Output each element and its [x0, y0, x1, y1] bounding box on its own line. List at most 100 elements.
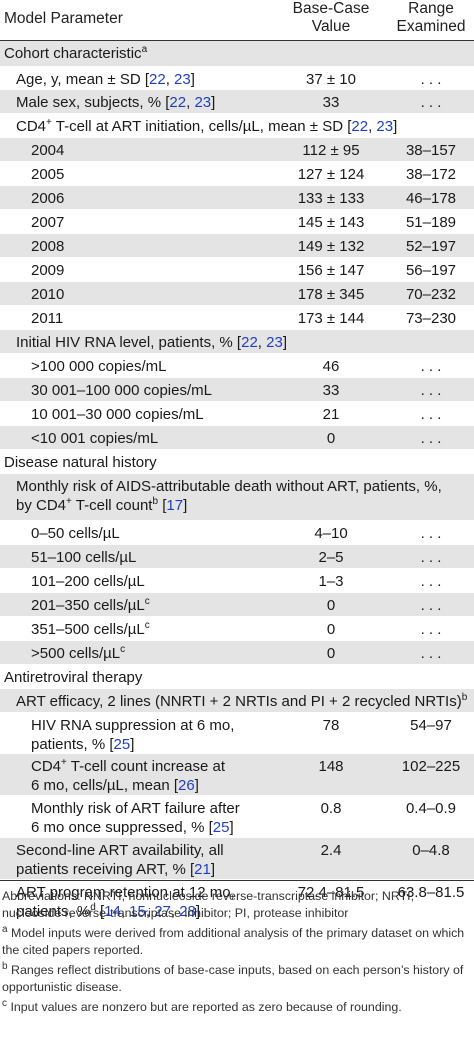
table-row: HIV RNA suppression at 6 mo, patients, % …	[0, 713, 474, 754]
table-row: 2007 145 ± 143 51–189	[0, 210, 474, 234]
row-label: Initial HIV RNA level, patients, % [22, …	[16, 334, 287, 351]
header-base-case-line2: Value	[311, 18, 351, 35]
row-label: 0–50 cells/µL	[31, 525, 120, 542]
table-row: Age, y, mean ± SD [22, 23] 37 ± 10 . . .	[0, 67, 474, 90]
range-examined-value: 102–225	[401, 758, 461, 775]
table-row: CD4+ T-cell at ART initiation, cells/µL,…	[0, 114, 474, 138]
row-label: Cohort characteristica	[4, 44, 148, 63]
citation-link[interactable]: 23	[194, 94, 212, 111]
base-case-value: 21	[322, 406, 340, 423]
table-row: Disease natural history	[0, 450, 474, 474]
range-examined-value: 51–189	[405, 214, 457, 231]
citation-link[interactable]: 23	[174, 71, 191, 88]
header-range-examined: Range Examined	[388, 0, 474, 36]
row-label: Male sex, subjects, % [22, 23]	[16, 94, 216, 111]
footnote-marker: c	[144, 620, 150, 631]
table-footnotes: Abbreviations: NNRTI, nonnucleoside reve…	[2, 888, 474, 1019]
row-label: 351–500 cells/µLc	[31, 620, 150, 639]
citation-link[interactable]: 21	[194, 861, 211, 878]
footnote-marker: b	[152, 496, 159, 507]
footnote-marker: c	[144, 596, 150, 607]
table-row: 2004 112 ± 95 38–157	[0, 138, 474, 162]
citation-link[interactable]: 27	[154, 903, 171, 920]
citation-link[interactable]: 23	[266, 334, 283, 351]
citation-link[interactable]: 14	[104, 903, 121, 920]
row-label: 51–100 cells/µL	[31, 549, 137, 566]
footnote-marker: b	[2, 960, 8, 972]
citation-link[interactable]: 23	[376, 118, 394, 135]
citation-link[interactable]: 17	[166, 497, 184, 514]
base-case-value: 37 ± 10	[306, 71, 356, 88]
table-header: Model Parameter Base-Case Value Range Ex…	[0, 0, 474, 40]
footnote-marker: +	[61, 757, 67, 768]
row-label: <10 001 copies/mL	[31, 430, 159, 447]
base-case-value: 173 ± 144	[297, 310, 365, 327]
row-label: 10 001–30 000 copies/mL	[31, 406, 204, 423]
range-examined-value: . . .	[420, 525, 442, 542]
row-label: 2011	[31, 310, 64, 327]
row-label: 101–200 cells/µL	[31, 573, 145, 590]
table-row: Cohort characteristica	[0, 41, 474, 67]
table-row: 2010 178 ± 345 70–232	[0, 282, 474, 306]
citation-link[interactable]: 26	[178, 777, 195, 794]
header-range-line1: Range	[408, 0, 454, 17]
base-case-value: 112 ± 95	[302, 142, 360, 159]
table-row: 51–100 cells/µL 2–5 . . .	[0, 545, 474, 569]
citation-link[interactable]: 25	[212, 819, 230, 836]
range-examined-value: 54–97	[410, 717, 452, 734]
header-range-line2: Examined	[396, 18, 466, 35]
citation-link[interactable]: 15	[129, 903, 146, 920]
table-bottom-rule	[0, 880, 474, 881]
row-label: ART efficacy, 2 lines (NNRTI + 2 NRTIs a…	[16, 692, 468, 711]
table-row: 2008 149 ± 132 52–197	[0, 234, 474, 258]
range-examined-value: 56–197	[405, 262, 457, 279]
row-label: 2010	[31, 286, 65, 303]
base-case-value: 0.8	[320, 800, 342, 817]
citation-link[interactable]: 22	[351, 118, 369, 135]
table-row: 10 001–30 000 copies/mL 21 . . .	[0, 402, 474, 426]
table-row: Male sex, subjects, % [22, 23] 33 . . .	[0, 90, 474, 114]
base-case-value: 133 ± 133	[297, 190, 365, 207]
citation-link[interactable]: 22	[169, 94, 187, 111]
table-row: 30 001–100 000 copies/mL 33 . . .	[0, 378, 474, 402]
header-base-case-value: Base-Case Value	[274, 0, 388, 36]
header-base-case-line1: Base-Case	[292, 0, 370, 17]
row-label: 2008	[31, 238, 65, 255]
row-label: CD4+ T-cell at ART initiation, cells/µL,…	[16, 117, 398, 136]
base-case-value: 72.4–81.5	[297, 884, 365, 901]
table-row: 2006 133 ± 133 46–178	[0, 186, 474, 210]
range-examined-value: . . .	[420, 358, 442, 375]
range-examined-value: 0–4.8	[412, 842, 450, 859]
citation-link[interactable]: 25	[113, 736, 131, 753]
row-label: 2004	[31, 142, 65, 159]
table-body: Cohort characteristica Age, y, mean ± SD …	[0, 41, 474, 925]
range-examined-value: 73–230	[405, 310, 457, 327]
table-row: 2009 156 ± 147 56–197	[0, 258, 474, 282]
row-label: Monthly risk of ART failure after 6 mo on…	[31, 800, 240, 836]
base-case-value: 0	[326, 597, 336, 614]
table-row: ART program retention at 12 mo, patients,…	[0, 880, 474, 925]
header-model-parameter: Model Parameter	[4, 10, 123, 27]
base-case-value: 0	[326, 621, 336, 638]
base-case-value: 46	[322, 358, 340, 375]
citation-link[interactable]: 22	[241, 334, 258, 351]
row-label: >100 000 copies/mL	[31, 358, 167, 375]
row-label: 30 001–100 000 copies/mL	[31, 382, 212, 399]
footnote-marker: +	[46, 117, 52, 128]
table-row: >500 cells/µLc 0 . . .	[0, 641, 474, 665]
row-label: Monthly risk of AIDS-attributable death …	[16, 478, 442, 514]
citation-link[interactable]: 22	[149, 71, 166, 88]
footnote-marker: c	[120, 644, 126, 655]
footnote-marker: a	[2, 923, 8, 935]
base-case-value: 4–10	[314, 525, 348, 542]
base-case-value: 127 ± 124	[297, 166, 365, 183]
range-examined-value: . . .	[420, 382, 442, 399]
base-case-value: 148	[318, 758, 344, 775]
range-examined-value: 0.4–0.9	[405, 800, 457, 817]
citation-link[interactable]: 28	[179, 903, 196, 920]
range-examined-value: . . .	[420, 621, 442, 638]
base-case-value: 178 ± 345	[297, 286, 365, 303]
base-case-value: 0	[326, 645, 336, 662]
table-row: <10 001 copies/mL 0 . . .	[0, 426, 474, 450]
